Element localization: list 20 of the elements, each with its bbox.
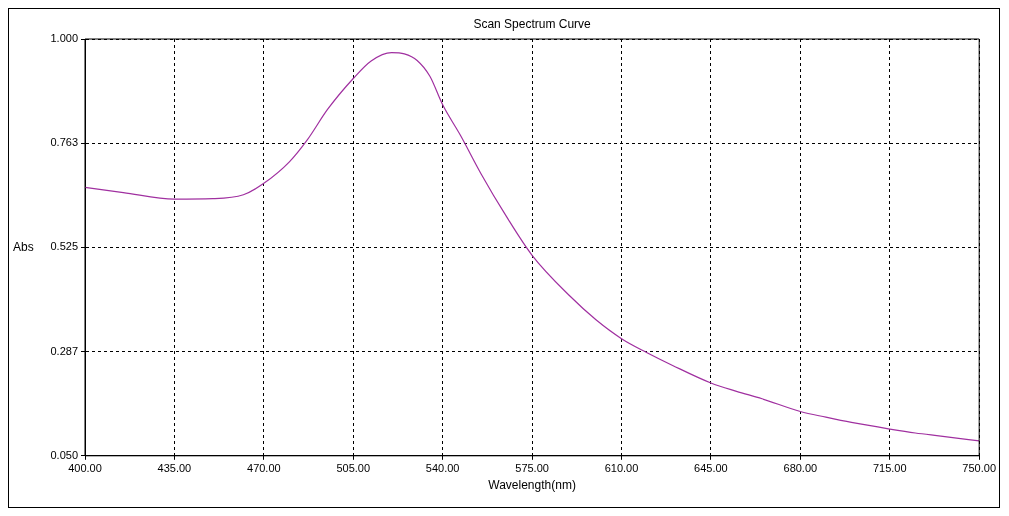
x-tick-label: 505.00 [336,462,371,475]
x-tick-label: 610.00 [604,462,639,475]
y-tick-label: 0.525 [50,240,78,253]
y-tick-label: 0.050 [50,448,78,461]
x-axis-title: Wavelength(nm) [488,478,576,493]
x-tick-label: 540.00 [425,462,460,475]
y-tick-label: 0.287 [50,344,78,357]
x-tick-label: 435.00 [157,462,192,475]
y-tick-label: 0.763 [50,136,78,149]
x-tick-label: 400.00 [68,462,102,475]
x-tick-label: 645.00 [694,462,728,475]
x-tick-label: 680.00 [783,462,818,475]
x-tick-label: 575.00 [515,462,549,475]
line-series [85,52,980,442]
y-axis-title: Abs [13,239,34,254]
x-tick-label: 750.00 [962,462,997,475]
chart-title: Scan Spectrum Curve [473,17,592,32]
x-tick-label: 715.00 [872,462,907,475]
x-tick-label: 470.00 [247,462,281,475]
y-tick-label: 1.000 [50,32,78,45]
